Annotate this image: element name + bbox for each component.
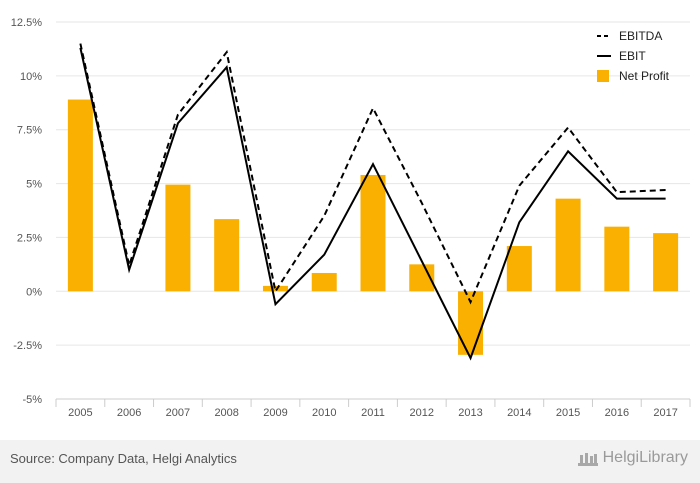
brand-name: HelgiLibrary <box>602 449 688 466</box>
x-tick-label: 2011 <box>361 407 385 419</box>
x-tick-label: 2006 <box>117 407 141 419</box>
x-tick-label: 2015 <box>556 407 580 419</box>
y-tick-label: -2.5% <box>13 340 42 352</box>
footer: Source: Company Data, Helgi Analytics He… <box>0 440 700 483</box>
y-tick-label: 2.5% <box>17 232 42 244</box>
x-tick-label: 2008 <box>214 407 238 419</box>
net-profit-bar <box>360 174 386 292</box>
brand-logo: HelgiLibrary <box>577 449 688 467</box>
legend-label-ebitda: EBITDA <box>619 29 662 43</box>
net-profit-bar <box>506 246 532 292</box>
line-series <box>79 43 666 361</box>
x-tick-label: 2010 <box>312 407 336 419</box>
ebitda-line <box>79 43 666 305</box>
net-profit-bar <box>555 198 581 292</box>
x-tick-label: 2016 <box>605 407 629 419</box>
x-tick-label: 2017 <box>653 407 677 419</box>
net-profit-bar <box>67 99 93 292</box>
y-tick-label: -5% <box>22 394 42 406</box>
y-tick-label: 12.5% <box>11 17 42 29</box>
net-profit-bar <box>604 226 630 292</box>
axes: 12.5% 10% 7.5% 5% 2.5% 0% -2.5% -5% 2005 2006 2007… <box>11 17 691 419</box>
legend-label-net-profit: Net Profit <box>619 69 670 83</box>
x-tick-label: 2012 <box>410 407 434 419</box>
ebit-line <box>79 47 666 361</box>
x-tick-label: 2013 <box>458 407 482 419</box>
y-tick-label: 10% <box>20 71 42 83</box>
y-tick-label: 5% <box>26 179 42 191</box>
net-profit-bar <box>262 285 288 292</box>
y-tick-label: 7.5% <box>17 125 42 137</box>
x-tick-label: 2009 <box>263 407 287 419</box>
net-profit-bar <box>214 219 240 292</box>
x-tick-label: 2007 <box>166 407 190 419</box>
net-profit-bar <box>165 184 191 292</box>
library-icon <box>577 453 598 466</box>
legend: EBITDA EBIT Net Profit <box>597 29 670 83</box>
source-text: Source: Company Data, Helgi Analytics <box>10 451 237 466</box>
y-tick-label: 0% <box>26 286 42 298</box>
x-tick-label: 2005 <box>68 407 92 419</box>
legend-label-ebit: EBIT <box>619 49 646 63</box>
legend-swatch-net-profit <box>597 70 609 82</box>
net-profit-bars <box>67 99 679 355</box>
net-profit-bar <box>311 272 337 292</box>
net-profit-bar <box>653 233 679 292</box>
x-tick-label: 2014 <box>507 407 531 419</box>
chart: 12.5% 10% 7.5% 5% 2.5% 0% -2.5% -5% 2005 2006 2007… <box>11 17 691 419</box>
